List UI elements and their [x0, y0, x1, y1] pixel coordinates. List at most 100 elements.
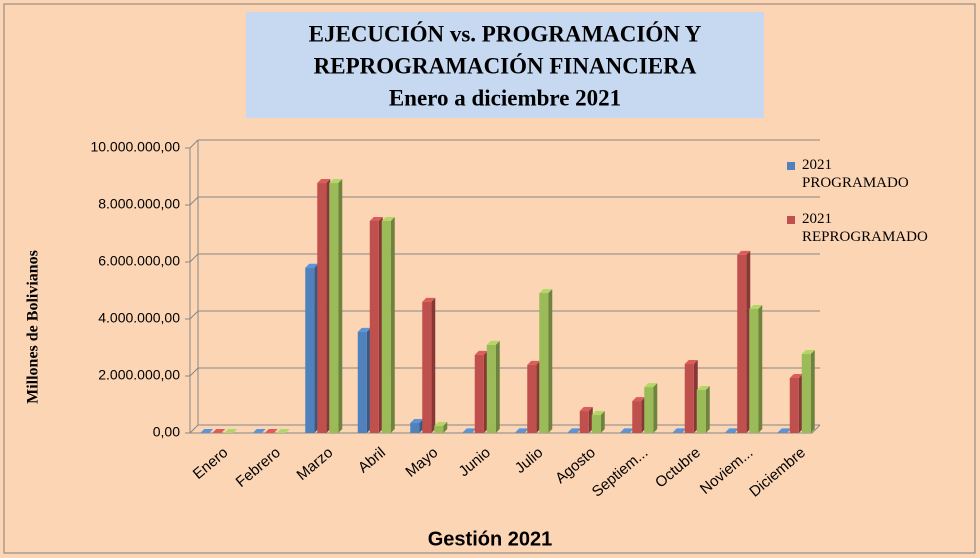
x-axis-title: Gestión 2021 [428, 528, 553, 550]
bar [305, 267, 315, 433]
bar-side [443, 421, 448, 433]
bar-top [801, 350, 815, 355]
bar [567, 432, 577, 433]
bar-side [810, 350, 815, 433]
bar-top [200, 429, 214, 433]
bar-top [567, 428, 581, 433]
x-tick-label: Septiem... [589, 444, 652, 500]
bar [620, 432, 630, 433]
grid-line [189, 139, 820, 149]
x-tick-label: Agosto [552, 444, 599, 487]
legend-label: 2021 PROGRAMADO [802, 157, 909, 191]
bar [789, 377, 799, 433]
bar-top [632, 397, 646, 402]
bar [410, 423, 420, 433]
bar-top [725, 428, 739, 433]
bar-top [737, 250, 751, 255]
y-tick-label: 8.000.000,00 [98, 196, 180, 212]
grid-line [189, 367, 820, 377]
bar-side [653, 383, 658, 433]
bar [381, 220, 391, 433]
grid-line [189, 196, 820, 206]
bar [644, 387, 654, 433]
floor-line [190, 424, 821, 434]
bar [777, 432, 787, 433]
bar [725, 432, 735, 433]
bar-side [705, 385, 710, 433]
bar-top [515, 428, 529, 433]
bar-side [338, 179, 343, 433]
x-tick-label: Julio [512, 444, 547, 477]
bar-top [422, 297, 436, 302]
bar-side [495, 340, 500, 433]
legend-label: 2021 REPROGRAMADO [802, 211, 928, 245]
bar-top [474, 350, 488, 355]
bar-top [527, 360, 541, 365]
bar-top [305, 263, 319, 268]
bar-top [462, 428, 476, 433]
bar [672, 432, 682, 433]
bar-side [548, 289, 553, 433]
bar-side [390, 216, 395, 433]
bar [801, 354, 811, 433]
chart-title: EJECUCIÓN vs. PROGRAMACIÓN Y [309, 20, 702, 46]
bar-top [317, 179, 331, 184]
bar-top [644, 383, 658, 388]
bar [434, 425, 444, 433]
bar-top [591, 411, 605, 416]
bar-top [620, 428, 634, 433]
y-axis-title: Millones de Bolivianos [25, 250, 42, 404]
bar-top [486, 340, 500, 345]
bar-top [329, 179, 343, 184]
y-tick-label: 2.000.000,00 [98, 367, 180, 383]
x-tick-label: Junio [455, 444, 493, 480]
bar-top [684, 360, 698, 365]
bar-top [672, 428, 686, 433]
grid-line [189, 310, 820, 320]
grid-line [189, 253, 820, 263]
bar-top [789, 373, 803, 378]
bar-side [758, 305, 763, 433]
x-tick-label: Febrero [233, 444, 284, 491]
bar [696, 389, 706, 433]
y-tick-label: 0,00 [153, 424, 180, 440]
bar [329, 183, 339, 433]
bar [591, 415, 601, 433]
x-tick-label: Diciembre [746, 444, 809, 500]
bar [684, 364, 694, 433]
bar [737, 254, 747, 433]
x-tick-label: Abril [355, 444, 389, 476]
bar [369, 220, 379, 433]
bar-top [264, 429, 278, 433]
y-tick-label: 10.000.000,00 [90, 139, 180, 155]
legend-marker [787, 216, 795, 224]
bar-top [276, 429, 290, 433]
bar-side [431, 297, 436, 433]
bar-top [434, 421, 448, 426]
bar [632, 401, 642, 433]
bar [422, 301, 432, 433]
bar [539, 293, 549, 433]
bar-top [212, 429, 226, 433]
grid-line [189, 424, 820, 434]
bar-top [749, 305, 763, 310]
chart-subtitle: Enero a diciembre 2021 [389, 85, 621, 110]
chart-title: REPROGRAMACIÓN FINANCIERA [314, 52, 697, 78]
chart-border [3, 3, 976, 554]
bar-top [410, 419, 424, 424]
bar [357, 331, 367, 433]
bar [486, 344, 496, 433]
bar-top [357, 327, 371, 332]
bar [749, 309, 759, 433]
bar [317, 183, 327, 433]
x-tick-label: Mayo [402, 444, 441, 481]
bar-side [600, 411, 605, 433]
title-box [246, 12, 764, 118]
x-tick-label: Enero [190, 444, 232, 483]
bar-top [224, 429, 238, 433]
bar [515, 432, 525, 433]
bar [579, 411, 589, 433]
bar-top [777, 428, 791, 433]
